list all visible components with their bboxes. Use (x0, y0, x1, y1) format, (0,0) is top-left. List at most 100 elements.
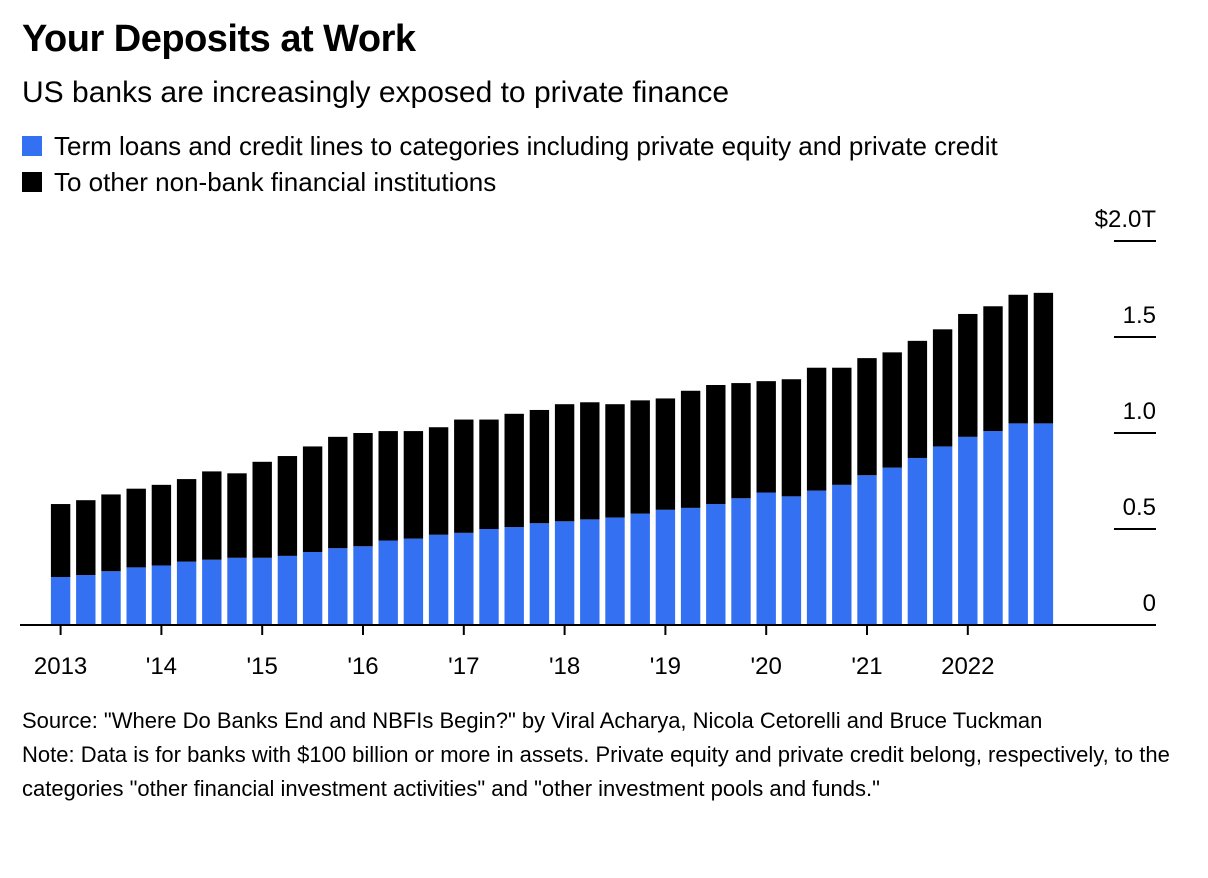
bar-private-finance-8 (252, 557, 272, 625)
y-tick-label-3: 1.5 (1123, 302, 1156, 329)
bar-other-nbfi-28 (756, 381, 776, 493)
bar-other-nbfi-16 (454, 419, 474, 533)
source-text: Source: "Where Do Banks End and NBFIs Be… (22, 708, 1043, 733)
bar-other-nbfi-39 (1033, 292, 1054, 424)
bar-private-finance-38 (1008, 423, 1028, 625)
bar-private-finance-12 (353, 546, 373, 625)
legend-item-private-finance: Term loans and credit lines to categorie… (22, 128, 998, 164)
x-tick-label-2: '15 (247, 653, 278, 680)
x-tick-label-4: '17 (448, 653, 479, 680)
bar-private-finance-22 (605, 517, 625, 625)
legend-swatch-blue (22, 136, 42, 156)
bar-private-finance-18 (504, 527, 524, 625)
bar-private-finance-10 (302, 552, 323, 625)
bar-private-finance-16 (454, 532, 474, 625)
bar-private-finance-5 (176, 561, 197, 625)
bar-private-finance-24 (655, 509, 676, 625)
bar-private-finance-37 (983, 431, 1003, 625)
bar-other-nbfi-19 (529, 409, 550, 524)
bar-other-nbfi-33 (882, 352, 902, 468)
bar-other-nbfi-36 (958, 313, 978, 437)
x-tick-label-1: '14 (146, 653, 177, 680)
bar-other-nbfi-21 (580, 402, 600, 520)
y-tick-label-4: $2.0T (1095, 206, 1157, 233)
bar-private-finance-29 (781, 496, 802, 625)
note-text: Note: Data is for banks with $100 billio… (22, 742, 1170, 801)
legend-label: Term loans and credit lines to categorie… (54, 130, 998, 161)
bar-private-finance-26 (706, 504, 726, 625)
bar-private-finance-6 (202, 559, 222, 625)
bar-other-nbfi-6 (202, 471, 222, 560)
bar-private-finance-17 (479, 529, 499, 625)
chart-subtitle: US banks are increasingly exposed to pri… (22, 76, 730, 109)
bar-other-nbfi-26 (706, 385, 726, 505)
bar-private-finance-25 (680, 507, 701, 625)
bar-other-nbfi-5 (176, 479, 197, 562)
bar-other-nbfi-9 (277, 456, 298, 556)
bar-other-nbfi-12 (353, 433, 373, 547)
bar-other-nbfi-37 (983, 306, 1003, 432)
bar-other-nbfi-27 (731, 383, 751, 499)
bar-private-finance-28 (756, 492, 776, 625)
bar-other-nbfi-23 (630, 400, 650, 514)
legend: Term loans and credit lines to categorie… (22, 128, 998, 200)
bar-private-finance-13 (378, 540, 398, 625)
bar-other-nbfi-8 (252, 461, 272, 558)
bar-other-nbfi-0 (50, 504, 71, 577)
bar-other-nbfi-35 (932, 329, 953, 447)
bar-private-finance-11 (328, 548, 348, 625)
bar-private-finance-35 (932, 446, 953, 625)
stacked-bar-chart: 0 0.5 1.0 1.5 $2.0T 2013 '14 '15 '16 '17 '18 '19 '2… (20, 206, 1157, 680)
bar-private-finance-14 (403, 538, 424, 625)
bar-other-nbfi-32 (857, 358, 877, 476)
bar-other-nbfi-38 (1008, 294, 1028, 424)
bar-other-nbfi-3 (126, 488, 146, 568)
y-axis: 0 0.5 1.0 1.5 $2.0T (1095, 206, 1157, 617)
bar-private-finance-0 (50, 577, 71, 625)
bar-other-nbfi-31 (832, 367, 852, 485)
bar-private-finance-15 (428, 534, 449, 625)
bar-private-finance-23 (630, 513, 650, 625)
chart-footer: Source: "Where Do Banks End and NBFIs Be… (22, 704, 1192, 806)
bar-private-finance-2 (101, 571, 121, 625)
bar-private-finance-34 (907, 457, 928, 625)
bar-other-nbfi-22 (605, 404, 625, 518)
x-tick-label-9: 2022 (941, 653, 994, 680)
bar-private-finance-39 (1033, 423, 1054, 625)
bar-other-nbfi-10 (302, 446, 323, 553)
bar-other-nbfi-30 (806, 367, 827, 491)
x-tick-label-7: '20 (751, 653, 782, 680)
bar-private-finance-19 (529, 523, 550, 625)
bar-private-finance-21 (580, 519, 600, 625)
bar-other-nbfi-11 (328, 436, 348, 549)
bar-private-finance-20 (554, 521, 575, 625)
y-tick-label-1: 0.5 (1123, 494, 1156, 521)
bar-other-nbfi-13 (378, 431, 398, 541)
y-tick-label-0: 0 (1143, 590, 1156, 617)
bar-private-finance-31 (832, 484, 852, 625)
legend-swatch-black (22, 172, 42, 192)
bar-other-nbfi-20 (554, 404, 575, 522)
bar-private-finance-4 (151, 565, 172, 625)
bar-private-finance-30 (806, 490, 827, 625)
chart-title: Your Deposits at Work (22, 18, 416, 60)
bar-other-nbfi-1 (76, 500, 96, 576)
bar-other-nbfi-29 (781, 379, 802, 497)
x-tick-label-6: '19 (650, 653, 681, 680)
bar-private-finance-33 (882, 467, 902, 625)
y-tick-label-2: 1.0 (1123, 398, 1156, 425)
x-axis: 2013 '14 '15 '16 '17 '18 '19 '20 '21 2022 (20, 624, 1156, 680)
x-tick-label-5: '18 (549, 653, 580, 680)
bar-private-finance-1 (76, 575, 96, 625)
bar-other-nbfi-17 (479, 419, 499, 529)
bar-other-nbfi-24 (655, 398, 676, 510)
bar-private-finance-27 (731, 498, 751, 625)
bar-other-nbfi-2 (101, 494, 121, 572)
x-tick-label-8: '21 (851, 653, 882, 680)
bar-private-finance-9 (277, 555, 298, 625)
bar-other-nbfi-15 (428, 427, 449, 535)
bar-private-finance-7 (227, 557, 247, 625)
bar-private-finance-36 (958, 436, 978, 625)
bar-other-nbfi-25 (680, 390, 701, 508)
x-tick-label-0: 2013 (34, 653, 87, 680)
